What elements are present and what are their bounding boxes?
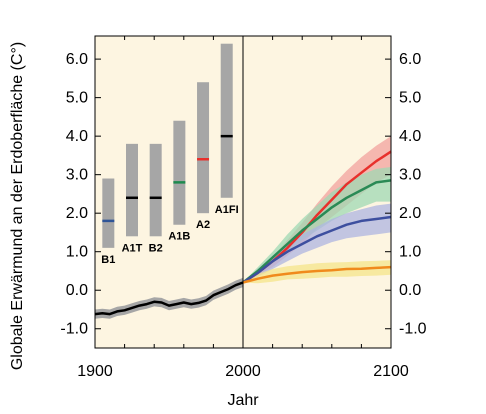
- y-tick-label-left: 2.0: [66, 205, 88, 222]
- scenario-bar-layer: B1 A1T B2 A1B A2 A1FI: [101, 43, 239, 266]
- scenario-range-bar-a2: [197, 82, 210, 214]
- scenario-range-bar-b2: [149, 143, 162, 237]
- scenario-range-bar-b1: [102, 178, 115, 248]
- x-tick-label: 1900: [77, 363, 113, 380]
- historical-line: [94, 281, 244, 316]
- y-tick-label-left: 1.0: [66, 244, 88, 261]
- scenario-label-a1fi: A1FI: [215, 204, 239, 216]
- scenario-label-a2: A2: [196, 219, 210, 231]
- scenario-label-a1b: A1B: [168, 231, 190, 243]
- tick-layer: -1.0 -1.0 0.0 0.0 1.0 1.0 2.0 2.0 3.0 3.0 4.0 4.0 5.…: [60, 36, 427, 380]
- scenario-label-b1: B1: [101, 254, 115, 266]
- y-tick-label-left: 3.0: [66, 167, 88, 184]
- y-tick-label-right: 6.0: [399, 51, 421, 68]
- y-tick-label-left: 6.0: [66, 51, 88, 68]
- y-tick-label-left: 5.0: [66, 90, 88, 107]
- scenario-label-a1t: A1T: [122, 242, 143, 254]
- projection-line-2: [242, 215, 392, 284]
- scenario-range-bar-a1b: [173, 120, 186, 225]
- series-line-layer: [94, 150, 392, 316]
- projection-line-1: [242, 179, 392, 284]
- scenario-range-bar-a1t: [126, 143, 138, 237]
- x-tick-label: 2100: [373, 363, 409, 380]
- y-tick-label-left: 0.0: [66, 282, 88, 299]
- y-tick-label-left: -1.0: [60, 321, 88, 338]
- scenario-label-b2: B2: [149, 242, 163, 254]
- y-tick-label-right: 1.0: [399, 244, 421, 261]
- scenario-range-bar-a1fi: [220, 43, 233, 198]
- y-tick-label-right: 5.0: [399, 90, 421, 107]
- y-tick-label-right: 0.0: [399, 282, 421, 299]
- y-tick-label-right: 2.0: [399, 205, 421, 222]
- x-axis-title: Jahr: [227, 392, 259, 409]
- y-tick-label-right: -1.0: [399, 321, 427, 338]
- y-tick-label-right: 3.0: [399, 167, 421, 184]
- projection-line-3: [242, 265, 392, 284]
- y-tick-label-left: 4.0: [66, 128, 88, 145]
- x-tick-label: 2000: [225, 363, 261, 380]
- y-axis-title: Globale Erwärmund an der Erdoberfläche (…: [9, 42, 26, 370]
- y-tick-label-right: 4.0: [399, 128, 421, 145]
